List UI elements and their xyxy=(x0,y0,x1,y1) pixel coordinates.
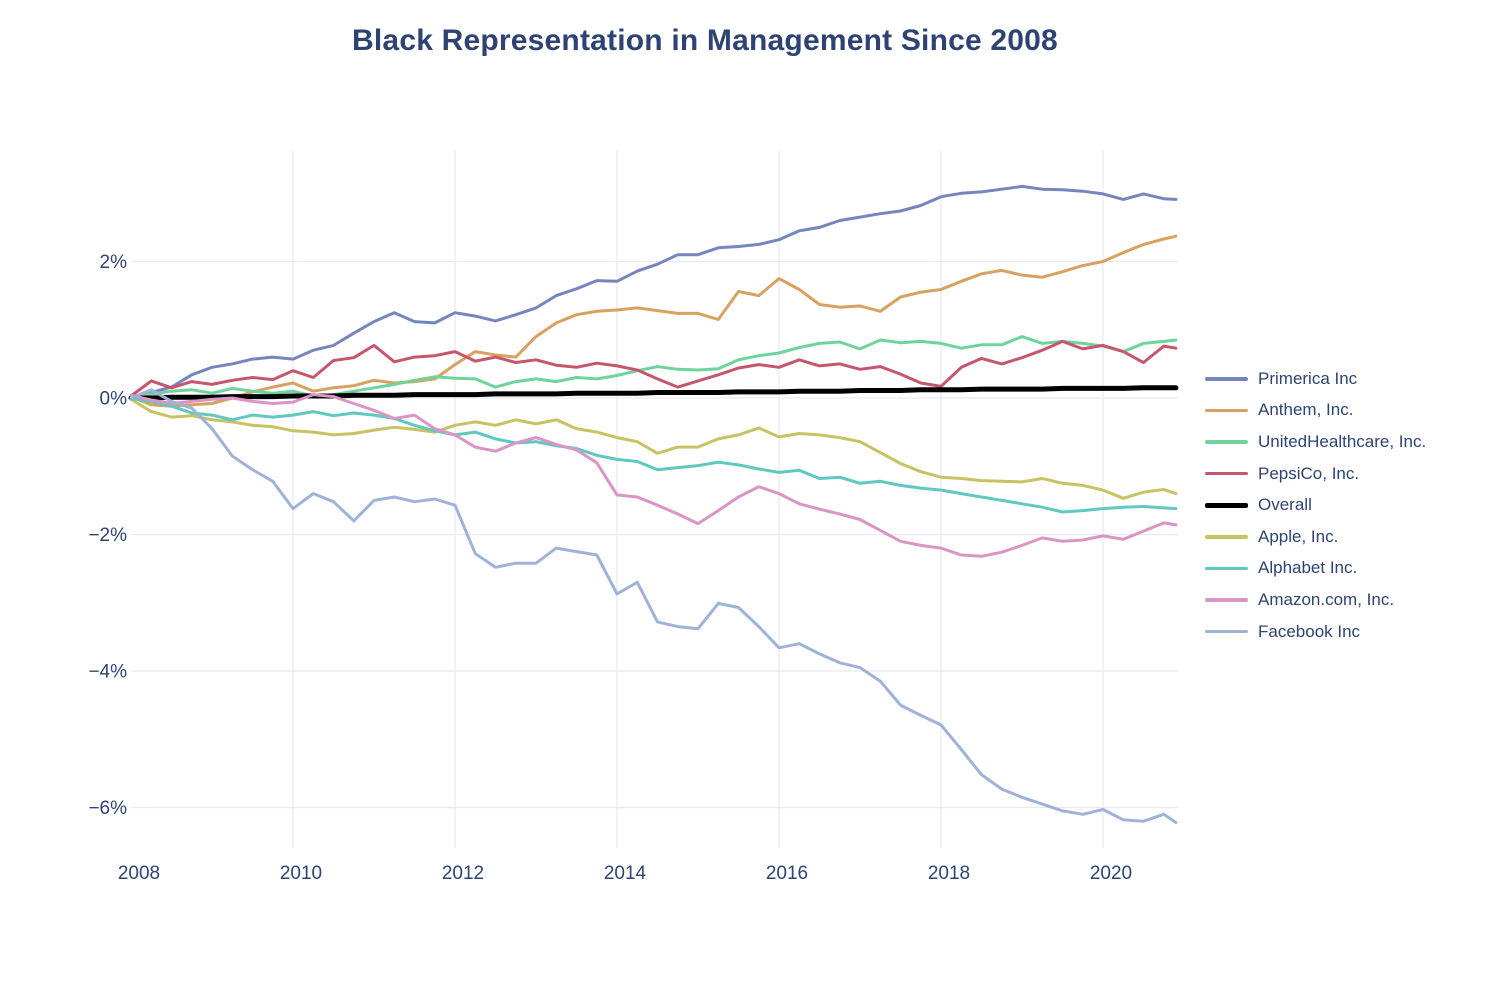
legend-item-alphabet-inc[interactable]: Alphabet Inc. xyxy=(1205,553,1426,585)
legend-item-pepsico-inc[interactable]: PepsiCo, Inc. xyxy=(1205,458,1426,490)
x-axis-tick-label: 2018 xyxy=(928,863,970,884)
y-axis-tick-label: 2% xyxy=(100,252,128,273)
legend-label: UnitedHealthcare, Inc. xyxy=(1258,431,1427,451)
x-axis-tick-label: 2016 xyxy=(766,863,808,884)
series-line-apple-inc[interactable] xyxy=(129,397,1178,500)
legend-item-overall[interactable]: Overall xyxy=(1205,489,1426,521)
legend-swatch-line xyxy=(1205,535,1248,539)
x-axis-tick-label: 2014 xyxy=(604,863,647,884)
legend-swatch-line xyxy=(1205,566,1248,571)
y-axis-tick-label: −6% xyxy=(88,798,127,819)
series-line-pepsico-inc[interactable] xyxy=(129,339,1178,398)
legend-swatch-line xyxy=(1205,440,1248,444)
legend-label: PepsiCo, Inc. xyxy=(1258,463,1360,483)
y-axis-tick-label: −4% xyxy=(88,662,127,683)
chart-title: Black Representation in Management Since… xyxy=(352,24,1058,57)
legend-swatch-line xyxy=(1205,377,1248,381)
x-axis-tick-label: 2012 xyxy=(442,863,484,884)
legend-item-apple-inc[interactable]: Apple, Inc. xyxy=(1205,521,1426,553)
x-axis-tick-label: 2020 xyxy=(1090,863,1132,884)
legend-item-anthem-inc[interactable]: Anthem, Inc. xyxy=(1205,395,1426,427)
legend-swatch-line xyxy=(1205,629,1248,634)
legend-swatch-line xyxy=(1205,408,1248,413)
chart-legend: Primerica Inc Anthem, Inc. UnitedHealthcar… xyxy=(1205,363,1426,647)
legend-label: Alphabet Inc. xyxy=(1258,558,1358,578)
series-line-amazon-com-inc[interactable] xyxy=(129,393,1178,558)
y-axis-tick-label: 0% xyxy=(100,389,128,410)
legend-item-primerica-inc[interactable]: Primerica Inc xyxy=(1205,363,1426,395)
x-axis-tick-label: 2008 xyxy=(118,863,160,884)
series-line-alphabet-inc[interactable] xyxy=(129,397,1178,514)
series-line-facebook-inc[interactable] xyxy=(129,388,1178,824)
legend-label: Primerica Inc xyxy=(1258,368,1358,388)
legend-swatch-line xyxy=(1205,471,1248,476)
y-axis-tick-label: −2% xyxy=(88,525,127,546)
legend-label: Anthem, Inc. xyxy=(1258,400,1354,420)
legend-label: Amazon.com, Inc. xyxy=(1258,589,1395,609)
x-axis-tick-label: 2010 xyxy=(280,863,322,884)
legend-label: Facebook Inc xyxy=(1258,621,1361,641)
legend-swatch-line xyxy=(1205,598,1248,602)
legend-label: Overall xyxy=(1258,495,1312,515)
series-line-anthem-inc[interactable] xyxy=(129,234,1178,408)
series-line-primerica-inc[interactable] xyxy=(129,184,1178,400)
legend-swatch-line xyxy=(1205,502,1248,508)
legend-item-facebook-inc[interactable]: Facebook Inc xyxy=(1205,616,1426,648)
legend-item-amazon-com-inc[interactable]: Amazon.com, Inc. xyxy=(1205,584,1426,616)
legend-label: Apple, Inc. xyxy=(1258,526,1339,546)
legend-item-unitedhealthcare-inc[interactable]: UnitedHealthcare, Inc. xyxy=(1205,426,1426,458)
